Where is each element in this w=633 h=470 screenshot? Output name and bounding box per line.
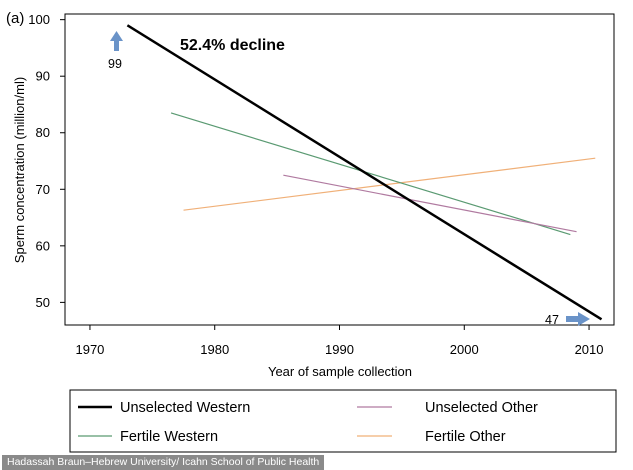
decline-annotation: 52.4% decline [180,37,285,54]
legend-label-fertile-other: Fertile Other [425,429,506,445]
x-tick-label: 1980 [200,342,229,357]
plot-frame [64,13,615,326]
photo-credit: Hadassah Braun–Hebrew University/ Icahn … [2,455,325,470]
y-tick-label: 60 [36,238,50,253]
y-axis: 50 60 70 80 90 100 [28,12,65,310]
right-arrow-icon [566,312,590,326]
y-tick-label: 100 [28,12,50,27]
y-tick-label: 70 [36,182,50,197]
series-line-unselected-other [283,174,577,233]
legend: Unselected Western Unselected Other Fert… [69,389,617,453]
x-axis: 1970 1980 1990 2000 2010 [75,325,604,357]
x-tick-label: 1990 [325,342,354,357]
up-arrow-icon [110,31,123,51]
series-line-fertile-western [170,112,571,236]
legend-box [69,389,617,453]
series-line-unselected-western [126,24,603,321]
start-value-label: 99 [108,57,122,71]
legend-label-unselected-other: Unselected Other [425,400,538,416]
x-tick-label: 2000 [450,342,479,357]
y-axis-title: Sperm concentration (million/ml) [12,77,27,263]
panel-label: (a) [6,10,24,27]
series-lines [126,24,603,321]
legend-label-unselected-western: Unselected Western [120,400,250,416]
y-tick-label: 50 [36,295,50,310]
x-axis-title: Year of sample collection [268,364,412,379]
legend-label-fertile-western: Fertile Western [120,429,218,445]
series-line-fertile-other [183,157,596,211]
x-tick-label: 2010 [575,342,604,357]
end-value-label: 47 [545,313,559,327]
x-tick-label: 1970 [75,342,104,357]
y-tick-label: 80 [36,125,50,140]
y-tick-label: 90 [36,69,50,84]
